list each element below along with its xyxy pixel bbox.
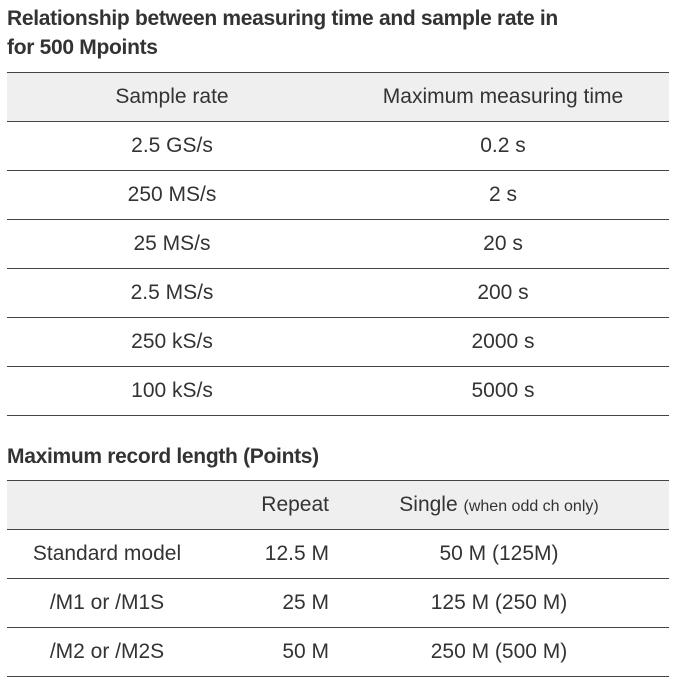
- header-single: Single (when odd ch only): [329, 480, 669, 530]
- single-note: (when odd ch only): [463, 498, 599, 515]
- table-row: 2.5 MS/s 200 s: [7, 268, 669, 318]
- table-cell: 25 MS/s: [7, 219, 337, 269]
- table-cell: /M1 or /M1S: [7, 578, 207, 628]
- table-cell: 50 M: [207, 627, 329, 677]
- table-cell: 5000 s: [337, 366, 669, 416]
- table-row: /M2 or /M2S 50 M 250 M (500 M): [7, 627, 669, 677]
- header-row: Repeat Single (when odd ch only): [7, 480, 669, 530]
- table-cell: 2000 s: [337, 317, 669, 367]
- table-cell: 200 s: [337, 268, 669, 318]
- table-row: 25 MS/s 20 s: [7, 219, 669, 269]
- record-length-table: Repeat Single (when odd ch only) Standar…: [7, 480, 669, 677]
- table2-title: Maximum record length (Points): [7, 445, 319, 468]
- table-cell: 25 M: [207, 578, 329, 628]
- table-cell: 2.5 GS/s: [7, 121, 337, 171]
- table-row: 250 MS/s 2 s: [7, 170, 669, 220]
- header-repeat: Repeat: [207, 480, 329, 530]
- table-cell: 0.2 s: [337, 121, 669, 171]
- table-row: 100 kS/s 5000 s: [7, 366, 669, 416]
- table-cell: 250 M (500 M): [329, 627, 669, 677]
- header-model: [7, 480, 207, 530]
- single-label: Single: [399, 493, 458, 516]
- table-row: 250 kS/s 2000 s: [7, 317, 669, 367]
- title-line-1: Relationship between measuring time and …: [7, 7, 558, 30]
- header-sample-rate: Sample rate: [7, 72, 337, 122]
- table1-title: Relationship between measuring time and …: [7, 4, 558, 62]
- table-row: /M1 or /M1S 25 M 125 M (250 M): [7, 578, 669, 628]
- table-cell: 2.5 MS/s: [7, 268, 337, 318]
- table-cell: 250 MS/s: [7, 170, 337, 220]
- header-max-time: Maximum measuring time: [337, 72, 669, 122]
- table-cell: 250 kS/s: [7, 317, 337, 367]
- table-cell: 2 s: [337, 170, 669, 220]
- header-row: Sample rate Maximum measuring time: [7, 72, 669, 122]
- table-cell: 20 s: [337, 219, 669, 269]
- table-row: 2.5 GS/s 0.2 s: [7, 121, 669, 171]
- table-cell: 50 M (125M): [329, 529, 669, 579]
- table-row: Standard model 12.5 M 50 M (125M): [7, 529, 669, 579]
- table-cell: 100 kS/s: [7, 366, 337, 416]
- table-cell: 12.5 M: [207, 529, 329, 579]
- table-cell: /M2 or /M2S: [7, 627, 207, 677]
- table-cell: Standard model: [7, 529, 207, 579]
- title-line-2: for 500 Mpoints: [7, 36, 158, 59]
- measuring-time-table: Sample rate Maximum measuring time 2.5 G…: [7, 72, 669, 416]
- table-cell: 125 M (250 M): [329, 578, 669, 628]
